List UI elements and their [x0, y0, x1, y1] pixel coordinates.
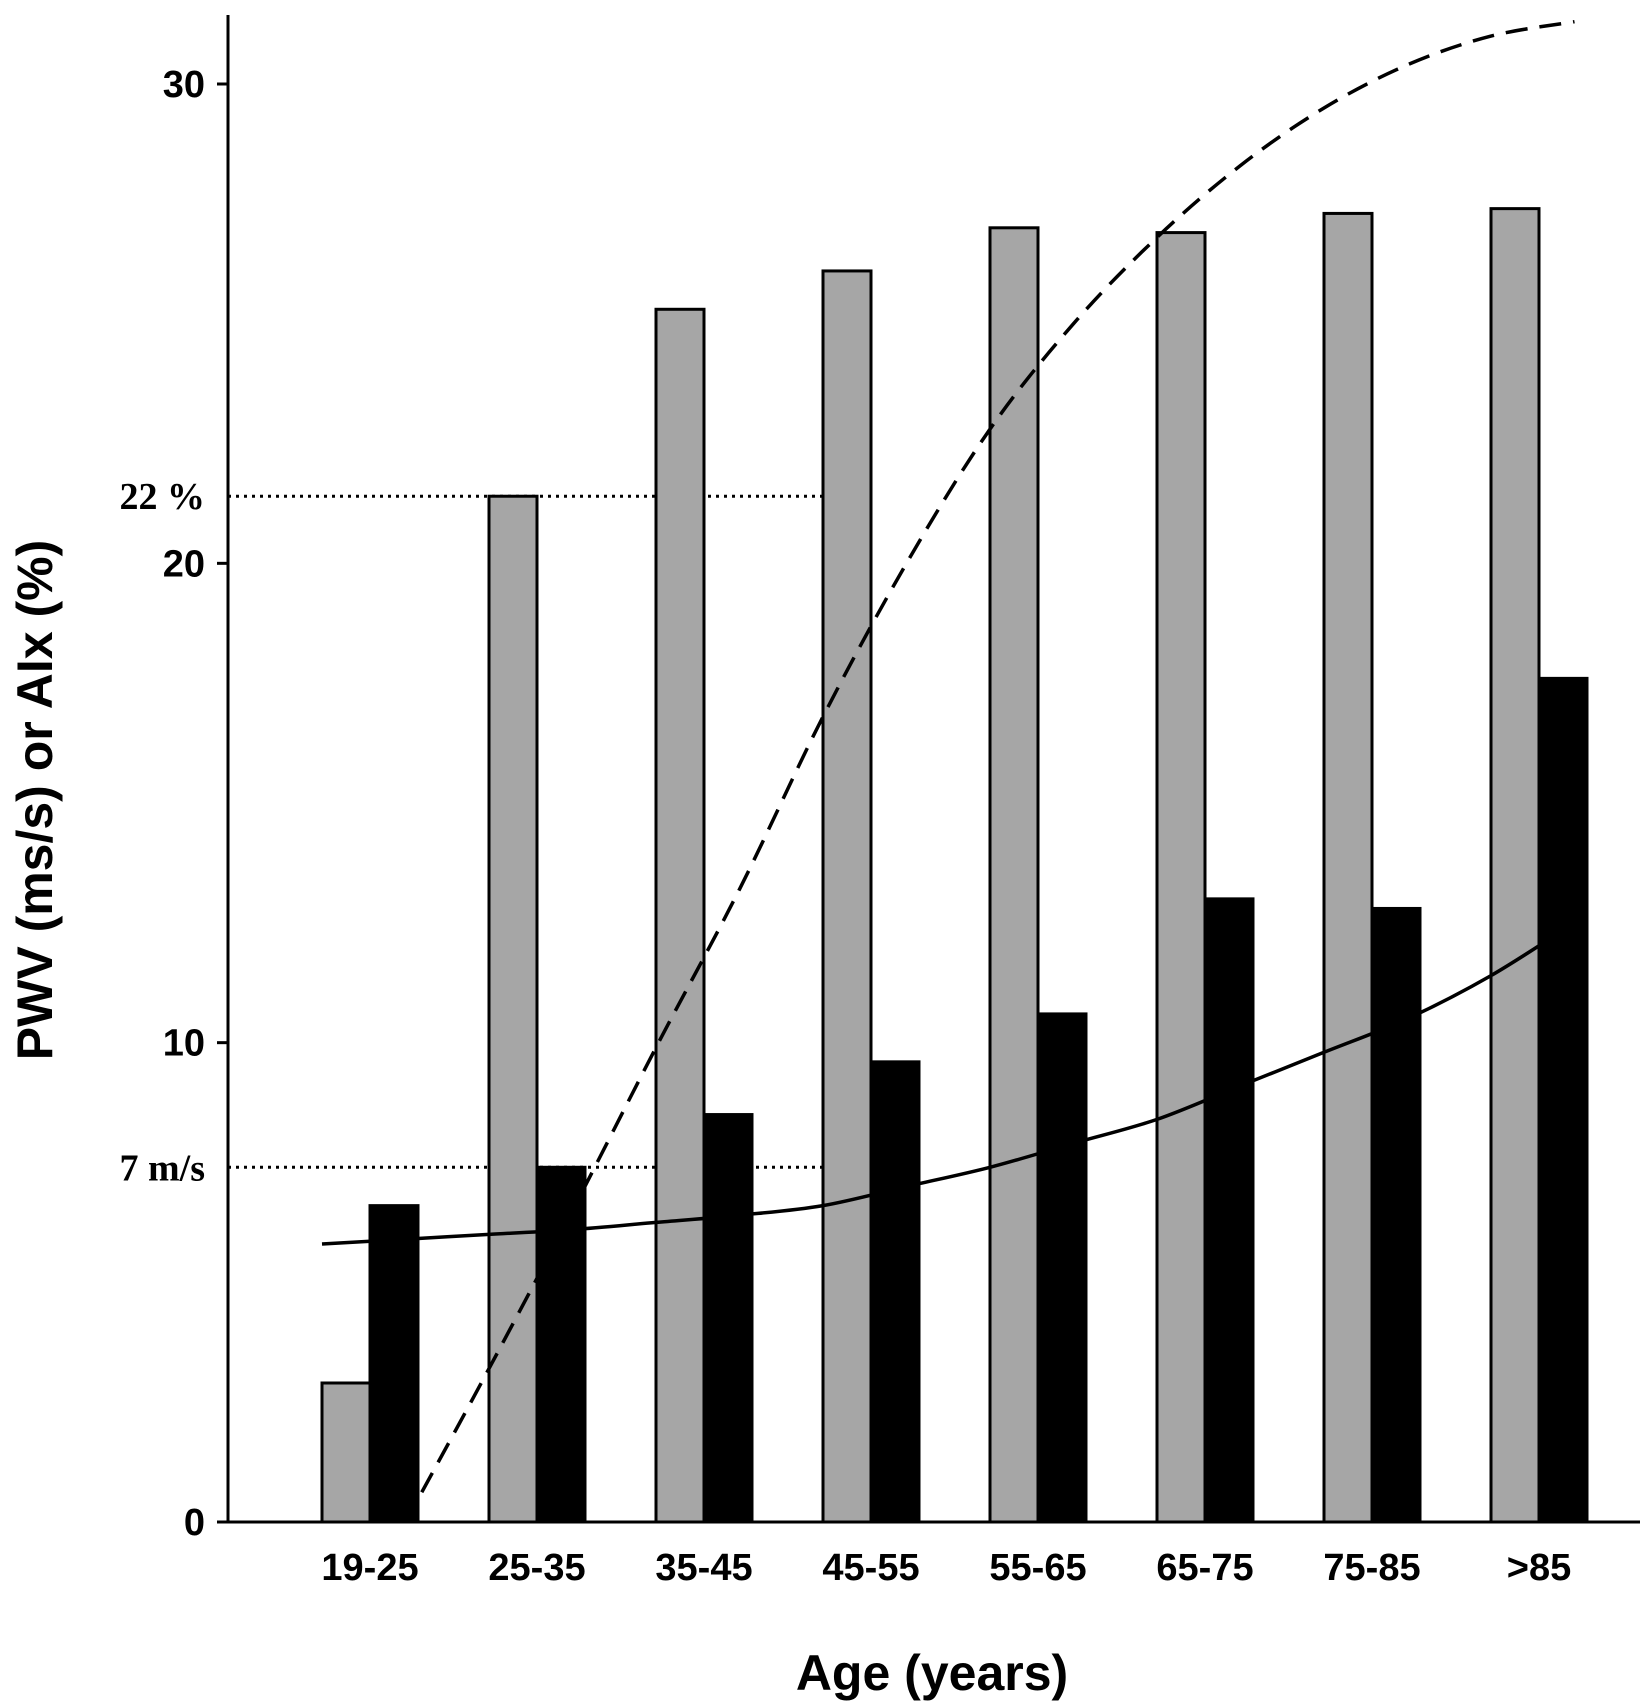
y-axis-title: PWV (ms/s) or AIx (%) [7, 540, 63, 1060]
reference-label-0: 22 % [120, 476, 206, 518]
bar-aix-1 [487, 494, 539, 1524]
bar-pwv-7 [1537, 676, 1589, 1524]
x-tick-label-0: 19-25 [321, 1547, 418, 1589]
bar-pwv-5 [1203, 897, 1255, 1524]
x-tick-label-3: 45-55 [822, 1547, 919, 1589]
x-tick-label-6: 75-85 [1323, 1547, 1420, 1589]
x-tick-label-5: 65-75 [1156, 1547, 1253, 1589]
x-axis-title: Age (years) [796, 1645, 1068, 1701]
trend-curve-dashed [403, 19, 1575, 1523]
reference-label-1: 7 m/s [120, 1147, 206, 1189]
bar-pwv-3 [869, 1060, 921, 1524]
y-tick-label-2: 20 [163, 543, 205, 585]
bar-aix-7 [1489, 207, 1541, 1524]
bar-pwv-2 [702, 1113, 754, 1524]
bar-aix-3 [821, 269, 873, 1524]
y-tick-label-0: 0 [184, 1502, 205, 1544]
bar-aix-2 [654, 307, 706, 1524]
trend-curve-solid [321, 921, 1576, 1246]
bar-pwv-0 [368, 1204, 420, 1524]
bar-aix-6 [1322, 211, 1374, 1524]
bar-pwv-4 [1036, 1012, 1088, 1524]
y-tick-label-1: 10 [163, 1023, 205, 1065]
trend-curves [321, 19, 1576, 1523]
bar-pwv-1 [535, 1165, 587, 1524]
y-tick-label-3: 30 [163, 64, 205, 106]
x-tick-label-1: 25-35 [488, 1547, 585, 1589]
x-tick-label-7: >85 [1507, 1547, 1571, 1589]
reference-lines [228, 494, 872, 1169]
ticks: 22 % 7 m/s 0 10 20 30 19-25 25-35 35-45 45-55 55-6… [120, 64, 1572, 1589]
x-tick-label-4: 55-65 [989, 1547, 1086, 1589]
axes [226, 15, 1640, 1524]
bar-aix-5 [1155, 231, 1207, 1524]
bar-aix-4 [988, 226, 1040, 1524]
x-tick-label-2: 35-45 [655, 1547, 752, 1589]
bar-pwv-6 [1370, 906, 1422, 1524]
bar-aix-0 [320, 1381, 372, 1524]
